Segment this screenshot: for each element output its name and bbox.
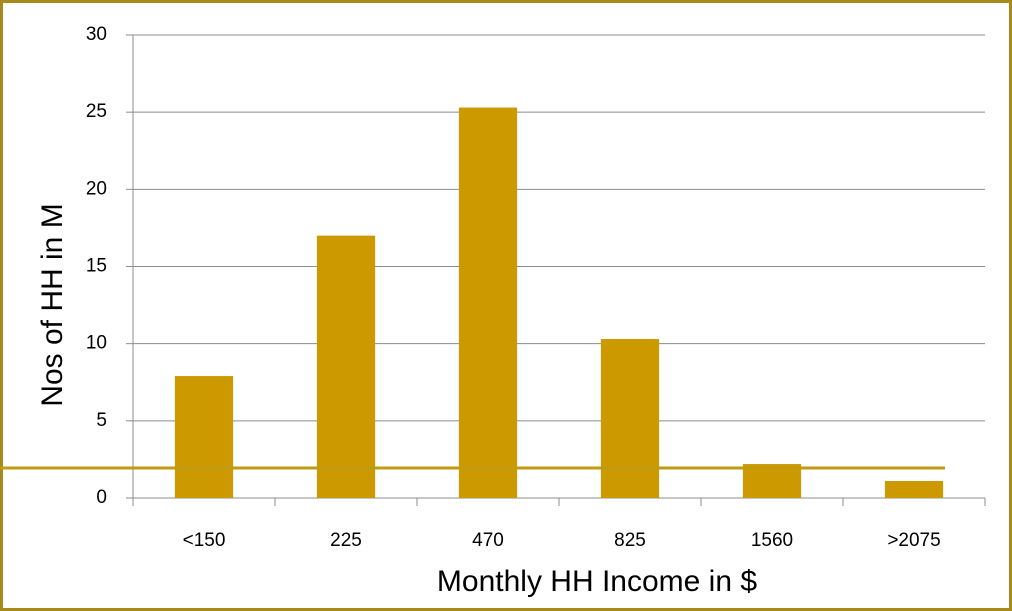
x-tick-label: 825 <box>614 530 646 551</box>
x-axis-title: Monthly HH Income in $ <box>437 565 757 598</box>
y-tick-label: 10 <box>86 333 107 354</box>
bar <box>884 481 944 498</box>
y-axis-title: Nos of HH in M <box>36 203 69 406</box>
y-tick-label: 15 <box>86 256 107 277</box>
x-tick-label: 225 <box>330 530 362 551</box>
y-tick-label: 0 <box>96 487 107 508</box>
bar <box>742 464 802 498</box>
x-tick-label: >2075 <box>887 530 940 551</box>
x-tick-label: 1560 <box>751 530 793 551</box>
bar <box>600 339 660 498</box>
y-tick-label: 25 <box>86 101 107 122</box>
bar <box>458 107 518 498</box>
x-tick-label: <150 <box>183 530 226 551</box>
y-tick-label: 20 <box>86 178 107 199</box>
x-tick-label: 470 <box>472 530 504 551</box>
y-tick-label: 30 <box>86 24 107 45</box>
bar <box>174 376 234 498</box>
bar <box>316 235 376 498</box>
y-tick-label: 5 <box>96 410 107 431</box>
